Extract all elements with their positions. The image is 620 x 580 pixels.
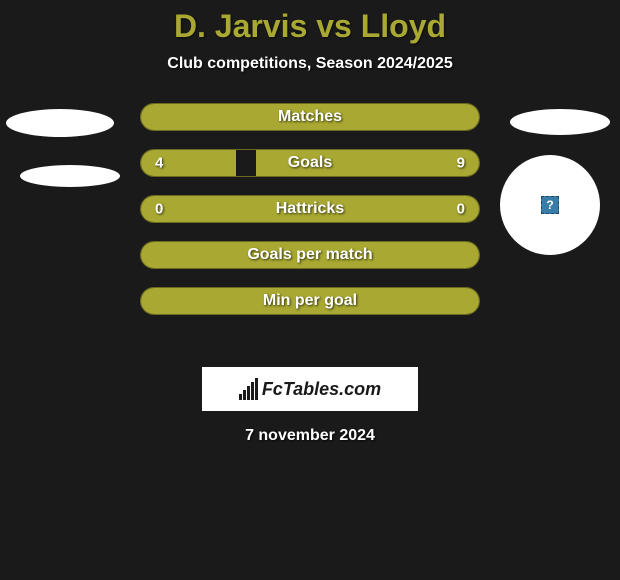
stat-bar: Hattricks0 0 bbox=[140, 195, 480, 223]
stat-bars: Matches Goals4 9 Hattricks0 0 Goals per match… bbox=[140, 103, 480, 333]
date-label: 7 november 2024 bbox=[0, 427, 620, 445]
bar-label: Hattricks bbox=[141, 200, 479, 218]
stats-area: ? Matches Goals4 9 Hattricks0 0 Goals per mat… bbox=[0, 103, 620, 353]
logo-box: FcTables.com bbox=[202, 367, 418, 411]
bar-value-right: 9 bbox=[457, 155, 465, 172]
bar-label: Goals per match bbox=[141, 246, 479, 264]
bar-value-left: 4 bbox=[155, 155, 163, 172]
right-ellipse-1 bbox=[510, 109, 610, 135]
left-ellipse-2 bbox=[20, 165, 120, 187]
page-title: D. Jarvis vs Lloyd bbox=[0, 8, 620, 45]
infographic-container: D. Jarvis vs Lloyd Club competitions, Se… bbox=[0, 0, 620, 445]
left-player-col bbox=[0, 103, 120, 353]
left-ellipse-1 bbox=[6, 109, 114, 137]
bar-value-left: 0 bbox=[155, 201, 163, 218]
image-placeholder-icon: ? bbox=[541, 196, 559, 214]
right-player-col: ? bbox=[500, 103, 620, 353]
stat-bar: Min per goal bbox=[140, 287, 480, 315]
stat-bar: Goals4 9 bbox=[140, 149, 480, 177]
bar-value-right: 0 bbox=[457, 201, 465, 218]
bars-icon bbox=[239, 378, 258, 400]
stat-bar: Goals per match bbox=[140, 241, 480, 269]
bar-label: Matches bbox=[141, 108, 479, 126]
stat-bar: Matches bbox=[140, 103, 480, 131]
logo-text: FcTables.com bbox=[262, 379, 381, 400]
bar-label: Goals bbox=[141, 154, 479, 172]
right-avatar-circle: ? bbox=[500, 155, 600, 255]
subtitle: Club competitions, Season 2024/2025 bbox=[0, 55, 620, 73]
bar-label: Min per goal bbox=[141, 292, 479, 310]
